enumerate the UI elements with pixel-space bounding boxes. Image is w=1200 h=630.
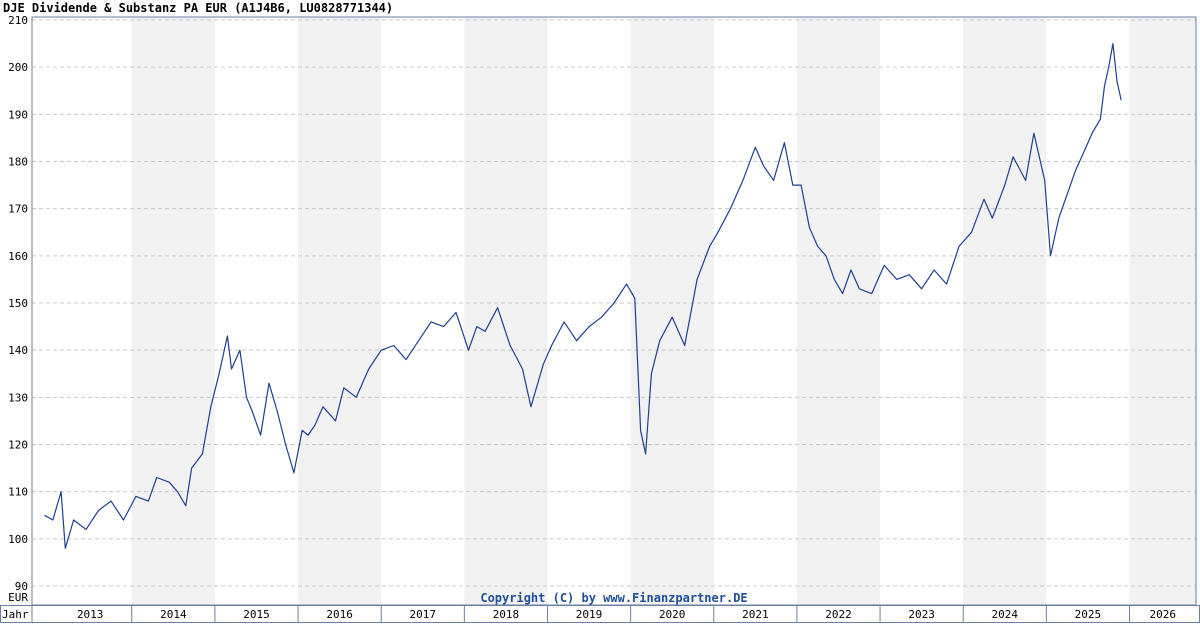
y-tick-label-110: 110 xyxy=(8,486,28,499)
x-tick-label-2026: 2026 xyxy=(1149,608,1176,621)
x-tick-label-2021: 2021 xyxy=(742,608,769,621)
x-tick-label-2014: 2014 xyxy=(160,608,187,621)
y-unit-label: EUR xyxy=(8,591,28,604)
x-tick-label-2022: 2022 xyxy=(825,608,852,621)
y-tick-label-150: 150 xyxy=(8,297,28,310)
year-bands xyxy=(131,17,1196,605)
x-unit-label: Jahr xyxy=(2,608,29,621)
x-tick-label-2013: 2013 xyxy=(77,608,104,621)
x-tick-label-2017: 2017 xyxy=(410,608,437,621)
price-line-layer xyxy=(44,42,1122,549)
y-tick-label-200: 200 xyxy=(8,61,28,74)
y-tick-label-190: 190 xyxy=(8,108,28,121)
year-band-2022 xyxy=(796,17,881,605)
x-tick-label-2023: 2023 xyxy=(908,608,935,621)
x-axis: 2013 2014 2015 2016 2017 2018 2019 2020 2021 2022… xyxy=(0,605,1200,623)
y-tick-label-160: 160 xyxy=(8,250,28,263)
chart-title: DJE Dividende & Substanz PA EUR (A1J4B6,… xyxy=(3,1,394,15)
year-band-2016 xyxy=(298,17,382,605)
y-tick-label-120: 120 xyxy=(8,439,28,452)
y-tick-label-170: 170 xyxy=(8,203,28,216)
year-band-2026 xyxy=(1129,17,1196,605)
copyright-text: Copyright (C) by www.Finanzpartner.DE xyxy=(480,591,747,605)
y-tick-label-130: 130 xyxy=(8,391,28,404)
x-tick-label-2016: 2016 xyxy=(326,608,353,621)
x-tick-label-2025: 2025 xyxy=(1075,608,1102,621)
year-band-2014 xyxy=(131,17,215,605)
year-band-2020 xyxy=(630,17,714,605)
y-tick-label-180: 180 xyxy=(8,156,28,169)
x-tick-label-2018: 2018 xyxy=(493,608,520,621)
series-line-0 xyxy=(44,42,1122,549)
y-tick-label-210: 210 xyxy=(8,14,28,27)
year-band-2024 xyxy=(963,17,1047,605)
x-tick-label-2020: 2020 xyxy=(659,608,686,621)
grid-lines xyxy=(32,19,1196,587)
year-band-2018 xyxy=(464,17,548,605)
x-tick-label-2024: 2024 xyxy=(992,608,1019,621)
y-axis-ticks: 90 100 110 120 130 140 150 160 170 180 190 200 210 xyxy=(8,14,28,593)
x-tick-label-2015: 2015 xyxy=(243,608,270,621)
y-tick-label-140: 140 xyxy=(8,344,28,357)
y-tick-label-100: 100 xyxy=(8,533,28,546)
x-tick-label-2019: 2019 xyxy=(576,608,603,621)
y-tick-label-90: 90 xyxy=(15,580,28,593)
